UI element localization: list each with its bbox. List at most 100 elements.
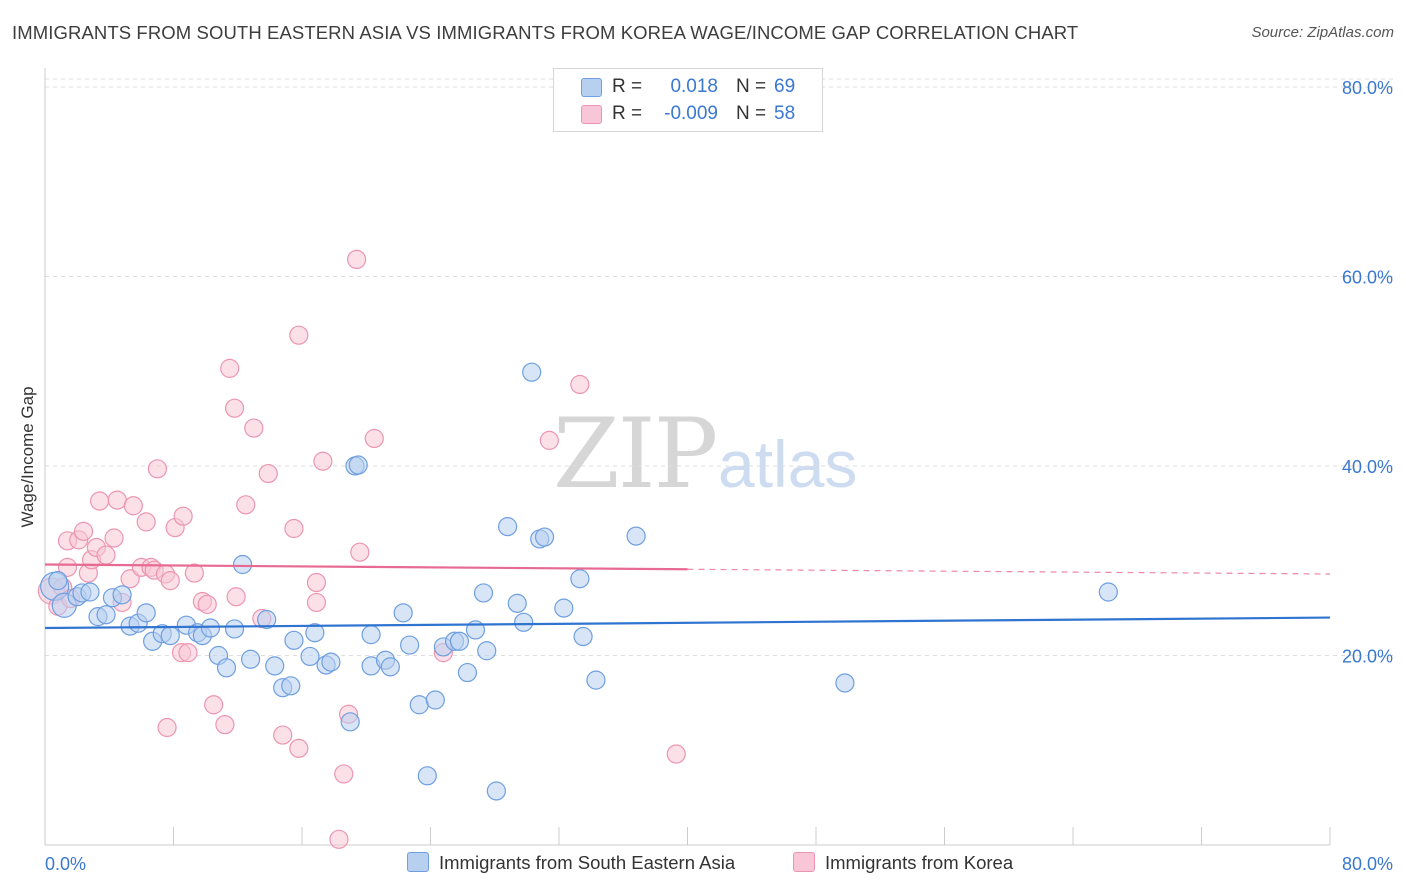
point-korea xyxy=(289,325,309,345)
point-korea xyxy=(157,717,177,738)
point-south-eastern-asia xyxy=(224,619,245,639)
point-korea xyxy=(244,418,264,438)
point-south-eastern-asia xyxy=(486,781,506,801)
point-south-eastern-asia xyxy=(300,646,320,667)
point-south-eastern-asia xyxy=(586,670,606,690)
point-south-eastern-asia xyxy=(321,652,341,672)
bottom-legend-korea[interactable]: Immigrants from Korea xyxy=(793,852,1013,874)
point-south-eastern-asia xyxy=(112,585,132,605)
point-korea xyxy=(306,592,327,613)
point-south-eastern-asia xyxy=(626,526,646,546)
y-tick-label: 20.0% xyxy=(1342,646,1393,666)
bottom-legend-label: Immigrants from South Eastern Asia xyxy=(439,852,736,873)
point-south-eastern-asia xyxy=(570,569,590,589)
trend-line-pink-dashed xyxy=(687,568,1331,575)
point-south-eastern-asia xyxy=(380,657,400,677)
point-korea xyxy=(220,358,240,378)
point-korea xyxy=(313,451,333,471)
series-south-eastern-asia-points xyxy=(40,362,1118,801)
point-korea xyxy=(364,428,384,449)
legend-n-label: N = xyxy=(736,76,767,97)
point-south-eastern-asia xyxy=(473,583,494,603)
point-korea xyxy=(123,496,143,516)
legend-row-korea: R = -0.009 N = 58 xyxy=(554,100,822,127)
chart-title: IMMIGRANTS FROM SOUTH EASTERN ASIA VS IM… xyxy=(12,22,1079,43)
point-south-eastern-asia xyxy=(257,609,277,630)
point-korea xyxy=(329,829,349,849)
legend-swatch-blue xyxy=(581,78,602,97)
point-south-eastern-asia xyxy=(216,658,237,678)
point-south-eastern-asia xyxy=(80,582,100,602)
bottom-legend-label: Immigrants from Korea xyxy=(825,852,1014,873)
point-korea xyxy=(236,495,256,515)
source-credit: Source: ZipAtlas.com xyxy=(1251,24,1394,41)
point-korea xyxy=(57,557,78,577)
tick-labels: 20.0% 40.0% 60.0% 80.0% 0.0% 80.0% xyxy=(45,78,1393,874)
point-korea xyxy=(215,715,235,735)
point-south-eastern-asia xyxy=(281,676,301,696)
point-korea xyxy=(334,764,354,784)
point-korea xyxy=(147,459,168,479)
legend-n-value: 58 xyxy=(774,103,796,124)
legend-r-value: -0.009 xyxy=(664,103,718,124)
point-korea xyxy=(258,463,278,484)
bottom-legend-south-eastern-asia[interactable]: Immigrants from South Eastern Asia xyxy=(407,852,735,874)
point-south-eastern-asia xyxy=(241,649,261,669)
point-korea xyxy=(289,738,309,758)
trend-line-blue xyxy=(44,616,1331,630)
point-korea xyxy=(204,695,224,715)
point-south-eastern-asia xyxy=(409,695,429,715)
x-tick-label-min: 0.0% xyxy=(45,854,86,874)
point-south-eastern-asia xyxy=(200,618,221,638)
point-korea xyxy=(306,572,327,593)
point-south-eastern-asia xyxy=(417,766,437,786)
y-tick-label: 40.0% xyxy=(1342,457,1393,477)
point-korea xyxy=(173,506,193,526)
point-korea xyxy=(107,490,127,510)
point-korea xyxy=(284,518,304,539)
point-korea xyxy=(197,594,217,614)
point-south-eastern-asia xyxy=(232,554,253,575)
point-south-eastern-asia xyxy=(284,630,304,650)
point-korea xyxy=(539,430,559,450)
legend-r-label: R = xyxy=(612,76,643,97)
point-south-eastern-asia xyxy=(477,641,497,661)
point-south-eastern-asia xyxy=(400,635,420,655)
trend-line-pink xyxy=(44,563,688,571)
bottom-legend-swatch-blue xyxy=(407,852,429,872)
bottom-legend-swatch-pink xyxy=(793,852,815,872)
y-tick-label: 60.0% xyxy=(1342,267,1393,287)
point-korea xyxy=(73,521,94,541)
point-south-eastern-asia xyxy=(498,517,518,537)
series-korea-points xyxy=(37,249,686,849)
point-korea xyxy=(570,374,590,395)
point-south-eastern-asia xyxy=(573,626,593,647)
y-axis-label: Wage/Income Gap xyxy=(18,386,37,528)
point-south-eastern-asia xyxy=(457,662,478,683)
point-korea xyxy=(90,491,110,511)
legend-r-label: R = xyxy=(612,103,643,124)
point-south-eastern-asia xyxy=(534,527,555,547)
point-south-eastern-asia xyxy=(425,690,445,710)
point-south-eastern-asia xyxy=(361,625,381,645)
point-south-eastern-asia xyxy=(522,362,542,382)
axis-layer xyxy=(44,68,1331,846)
point-korea xyxy=(96,545,116,565)
point-south-eastern-asia xyxy=(305,623,325,643)
point-south-eastern-asia xyxy=(554,598,574,618)
legend-n-label: N = xyxy=(736,103,767,124)
point-korea xyxy=(104,528,124,548)
point-south-eastern-asia xyxy=(835,673,855,693)
point-korea xyxy=(347,249,367,270)
y-tick-label: 80.0% xyxy=(1342,78,1393,98)
point-south-eastern-asia xyxy=(514,612,534,632)
correlation-legend: R = 0.018 N = 69 R = -0.009 N = 58 xyxy=(553,68,823,132)
x-tick-label-max: 80.0% xyxy=(1342,854,1393,874)
legend-row-south-eastern-asia: R = 0.018 N = 69 xyxy=(554,73,822,100)
point-south-eastern-asia xyxy=(96,605,116,625)
point-korea xyxy=(226,587,246,607)
point-south-eastern-asia xyxy=(136,603,156,623)
point-korea xyxy=(666,744,686,764)
point-south-eastern-asia xyxy=(348,455,368,475)
